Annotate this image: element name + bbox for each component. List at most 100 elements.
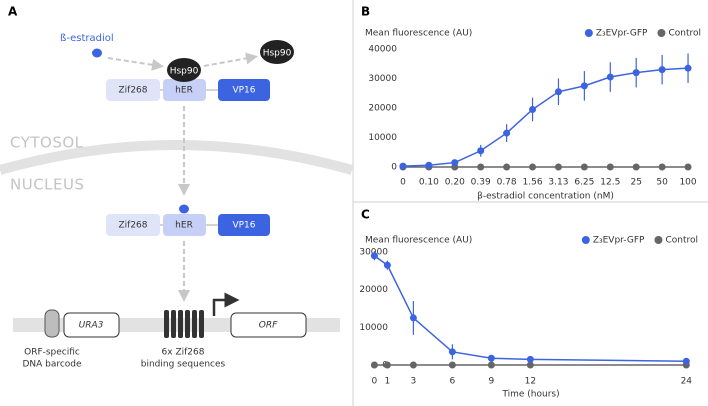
data-point [554, 88, 562, 96]
data-point [529, 105, 537, 113]
compartment-label: NUCLEUS [10, 176, 85, 194]
data-point [370, 361, 378, 369]
binding-label: binding sequences [141, 360, 226, 370]
x-tick-label: 6 [450, 377, 456, 387]
data-point [370, 252, 378, 260]
hsp90-label: Hsp90 [263, 49, 292, 59]
x-tick-label: 0.20 [445, 178, 465, 188]
domain-box [163, 214, 206, 236]
legend: Z₃EVpr-GFP Control [584, 29, 701, 39]
data-point [503, 163, 511, 171]
hsp90 [167, 58, 201, 82]
domain-label: VP16 [232, 86, 255, 96]
barcode-label: ORF-specific [24, 348, 80, 358]
promoter-arrow [212, 292, 240, 316]
domain-label: hER [175, 86, 193, 96]
x-tick-label: 0 [372, 377, 378, 387]
data-point [684, 163, 692, 171]
legend-label: Z₃EVpr-GFP [593, 236, 645, 246]
data-point [448, 361, 456, 369]
domain-box [106, 214, 160, 236]
data-point [383, 361, 391, 369]
legend-label: Z₃EVpr-GFP [596, 29, 648, 39]
hsp90-label: Hsp90 [170, 67, 199, 77]
barcode-label: DNA barcode [22, 360, 82, 370]
legend-swatch [654, 236, 663, 244]
series-line [373, 255, 687, 362]
y-tick-label: 40000 [368, 45, 397, 55]
domain-box [218, 214, 270, 236]
data-point [684, 64, 692, 72]
x-tick-label: 0.78 [497, 178, 517, 188]
legend-swatch [657, 29, 666, 37]
data-point [554, 163, 562, 171]
data-point [526, 355, 534, 363]
y-tick-label: 10000 [359, 323, 388, 333]
data-point [383, 261, 391, 269]
data-point [477, 147, 485, 155]
data-point [487, 361, 495, 369]
y-tick-label: 0 [391, 163, 397, 173]
barcode [44, 309, 60, 338]
x-tick-label: 50 [656, 178, 668, 188]
data-point [451, 159, 459, 167]
series-line [402, 67, 689, 167]
compartment-label: CYTOSOL [10, 134, 84, 152]
data-point [409, 314, 417, 322]
x-tick-label: 0 [400, 178, 406, 188]
orf-label: ORF [259, 321, 278, 331]
y-axis-label: Mean fluorescence (AU) [365, 236, 472, 246]
data-point [487, 354, 495, 362]
data-point [606, 73, 614, 81]
data-point [606, 163, 614, 171]
marker-box [63, 312, 120, 338]
binding-sites [164, 310, 204, 338]
panel-label: C [361, 208, 370, 222]
panel-a: A CYTOSOL NUCLEUS ß-estradiol Zif268 hER… [0, 5, 354, 370]
x-tick-label: 24 [681, 377, 693, 387]
marker-label: URA3 [79, 321, 104, 331]
x-tick-label: 9 [488, 377, 494, 387]
domain-box [163, 79, 206, 101]
domain-label: Zif268 [118, 221, 147, 231]
data-point [632, 163, 640, 171]
data-point [448, 348, 456, 356]
x-axis-label: β-estradiol concentration (nM) [477, 192, 614, 202]
legend-swatch [581, 236, 590, 244]
data-point [399, 162, 407, 170]
legend: Z₃EVpr-GFP Control [581, 236, 698, 246]
domain-box [218, 79, 270, 101]
x-tick-label: 25 [630, 178, 641, 188]
x-tick-label: 1 [385, 377, 391, 387]
x-tick-label: 12.5 [600, 178, 620, 188]
domain-label: VP16 [232, 221, 255, 231]
arrow [203, 52, 258, 67]
x-tick-label: 3 [411, 377, 417, 387]
data-point [409, 361, 417, 369]
data-point [529, 163, 537, 171]
x-axis-label: Time (hours) [501, 390, 559, 400]
arrow [107, 57, 164, 71]
x-tick-label: 12 [525, 377, 536, 387]
y-tick-label: 30000 [368, 74, 397, 84]
domain-box [106, 79, 160, 101]
x-tick-label: 1.56 [523, 178, 543, 188]
orf-box [230, 312, 307, 338]
data-point [632, 69, 640, 77]
x-tick-label: 3.13 [548, 178, 568, 188]
legend-label: Control [668, 29, 701, 39]
data-point [658, 66, 666, 74]
data-point [580, 82, 588, 90]
membrane [0, 140, 354, 175]
ligand [179, 204, 189, 214]
domain-label: hER [175, 221, 193, 231]
hsp90 [260, 40, 294, 64]
x-tick-label: 0.10 [419, 178, 439, 188]
data-point [503, 129, 511, 137]
y-axis-label: Mean fluorescence (AU) [365, 29, 472, 39]
data-point [580, 163, 588, 171]
x-tick-label: 100 [679, 178, 696, 188]
legend-swatch [584, 29, 593, 37]
data-point [682, 357, 690, 365]
